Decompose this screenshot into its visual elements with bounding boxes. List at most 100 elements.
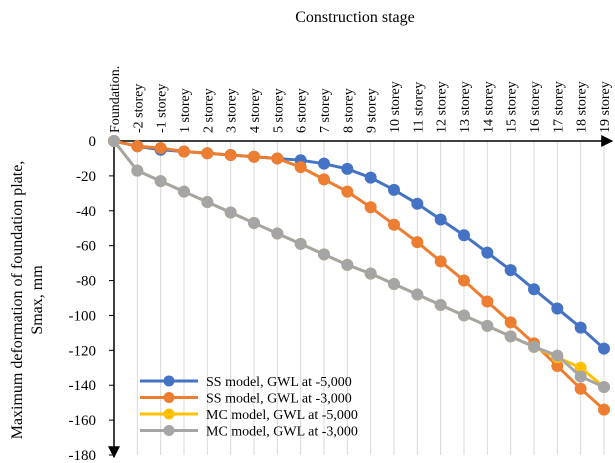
data-point [178,185,190,198]
data-point [504,264,517,277]
y-axis-title: Maximum deformation of foundation plate,… [9,161,46,440]
chart-title: Construction stage [295,9,415,26]
x-tick-label: 9 storey [365,88,380,133]
data-point [341,185,354,198]
x-tick-label: 7 storey [318,88,333,133]
x-tick-label: 8 storey [341,88,356,133]
data-point [178,145,190,158]
x-tick-label: Foundation. [108,66,123,133]
data-point [154,141,167,154]
data-point [551,349,564,362]
data-point [154,175,167,188]
data-point [434,213,447,226]
data-point [504,316,517,329]
series-line [113,139,606,350]
data-point [131,164,144,177]
y-tick-label: -40 [76,204,96,220]
data-point [481,295,494,308]
x-tick-label: 16 storey [528,81,543,133]
data-point [458,274,470,287]
x-tick-label: 17 storey [551,81,566,133]
x-tick-label: -1 storey [155,84,170,133]
y-tick-label: -80 [76,274,96,290]
legend-label: MC model, GWL at -3,000 [206,425,358,440]
x-tick-label: 4 storey [248,88,263,133]
data-point [224,148,237,161]
data-point [574,382,587,395]
series-line [113,139,606,411]
data-point [388,183,400,196]
x-tick-label: 19 storey [598,81,613,133]
legend-marker [163,392,175,403]
y-tick-label: -160 [69,413,97,429]
data-point [364,267,377,280]
data-point [411,236,424,249]
data-point [411,288,424,301]
data-point [434,298,447,311]
data-point [458,309,470,322]
data-point [364,201,377,214]
data-point [341,162,354,175]
x-tick-label: 1 storey [178,88,193,133]
x-tick-label: 5 storey [271,88,286,133]
x-tick-label: 11 storey [411,82,426,133]
series-line [112,140,605,389]
y-tick-label: 0 [89,134,97,150]
legend-marker [163,425,175,436]
y-axis-title-line: Maximum deformation of foundation plate, [9,161,26,440]
data-point [248,216,260,229]
x-tick-label: 18 storey [575,81,590,133]
x-tick-label: 14 storey [481,81,496,133]
data-point [318,173,330,186]
data-point [504,330,517,343]
x-tick-label: 6 storey [295,88,310,133]
data-point [201,147,214,160]
y-tick-label: -100 [69,308,97,324]
y-tick-label: -120 [69,343,97,359]
data-point [388,278,400,291]
data-point [574,321,587,334]
y-tick-label: -180 [69,448,97,463]
data-point [248,150,260,163]
data-point [551,302,564,315]
legend-label: SS model, GWL at -5,000 [206,375,352,390]
legend-label: MC model, GWL at -5,000 [206,408,358,423]
data-point [318,157,330,170]
data-point [458,229,470,242]
data-point [224,206,237,219]
x-tick-label: 10 storey [388,81,403,133]
legend-marker [163,408,175,420]
data-point [481,246,494,259]
x-tick-label: 15 storey [505,81,520,133]
x-tick-label: 13 storey [458,81,473,133]
data-point [411,197,424,210]
data-point [201,196,214,209]
data-point [598,380,610,393]
y-axis-title-line: Smax, mm [29,265,46,335]
data-point [341,258,354,271]
legend: SS model, GWL at -5,000 SS model, GWL at … [140,375,358,440]
data-point [294,237,307,250]
legend-marker [163,375,175,387]
data-point [528,283,540,296]
x-tick-label: 12 storey [435,81,450,133]
y-tick-label: -60 [76,239,96,255]
data-point [364,171,377,184]
data-point [434,255,447,268]
data-point [294,161,307,174]
data-point [574,370,587,383]
data-point [271,227,284,240]
data-point [388,218,400,231]
x-tick-label: -2 storey [131,84,146,133]
x-tick-label: 3 storey [225,88,240,133]
legend-label: SS model, GWL at -3,000 [206,392,352,407]
data-point [598,342,610,355]
data-point [318,248,330,261]
y-tick-label: -20 [76,169,96,185]
y-tick-label: -140 [69,378,97,394]
data-point [528,340,540,353]
data-point [271,152,284,165]
data-point [481,319,494,332]
data-point [108,135,120,147]
